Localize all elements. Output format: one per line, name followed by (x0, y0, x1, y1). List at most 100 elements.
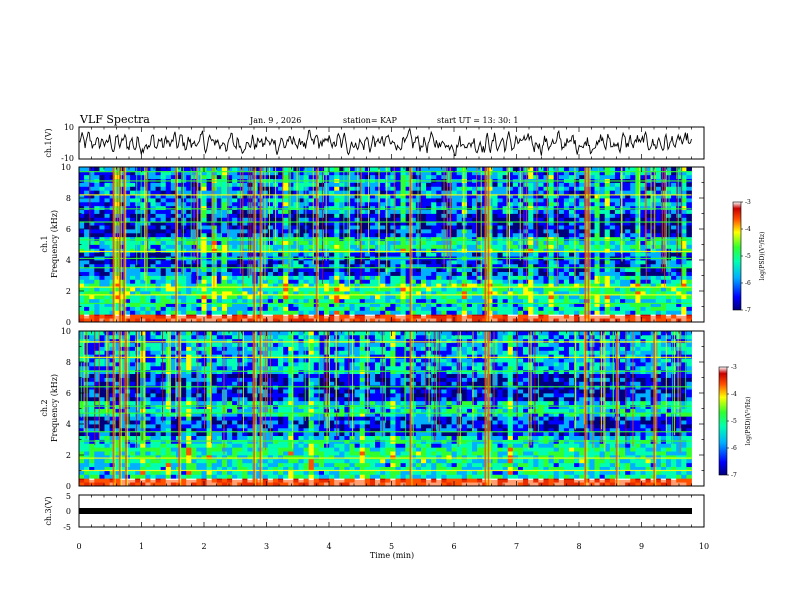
spectrogram-cell (620, 225, 626, 230)
spectrogram-cell (528, 271, 534, 276)
spectrogram-cell (436, 302, 442, 307)
spectrogram-cell (216, 201, 223, 207)
spectrogram-cell (589, 209, 595, 214)
spectrogram-cell (625, 167, 631, 172)
spectrogram-cell (119, 190, 126, 195)
spectrogram-cell (242, 167, 248, 172)
spectrogram-cell (135, 194, 141, 199)
spectrogram-cell (553, 240, 560, 245)
spectrogram-cell (502, 221, 509, 226)
spectrogram-cell (574, 167, 580, 172)
spectrogram-cell (436, 190, 442, 195)
spectrogram-cell (369, 213, 376, 218)
spectrogram-cell (247, 190, 253, 195)
spectrogram-cell (538, 174, 544, 180)
spectrogram-cell (298, 174, 304, 180)
spectrogram-cell (538, 267, 544, 273)
spectrogram-cell (523, 229, 529, 234)
spectrogram-cell (426, 194, 432, 199)
spectrogram-cell (385, 217, 391, 222)
spectrogram-cell (79, 186, 85, 191)
spectrogram-cell (604, 291, 611, 296)
spectrogram-cell (344, 170, 350, 176)
spectrogram-cell (420, 275, 427, 280)
spectrogram-cell (451, 213, 458, 218)
spectrogram-cell (278, 194, 284, 199)
spectrogram-cell (130, 225, 136, 230)
spectrogram-cell (140, 279, 146, 284)
spectrogram-cell (221, 240, 228, 245)
spectrogram-cell (130, 283, 136, 288)
spectrogram-cell (89, 260, 95, 265)
spectrogram-cell (293, 174, 299, 180)
spectrogram-cell (553, 263, 560, 269)
spectrogram-cell (630, 232, 636, 238)
spectrogram-cell (364, 248, 371, 253)
spectrogram-cell (298, 275, 304, 280)
spectrogram-cell (104, 182, 111, 187)
spectrogram-cell (594, 174, 601, 180)
spectrogram-cell (502, 229, 509, 234)
spectrogram-cell (196, 194, 202, 199)
spectrogram-cell (267, 275, 274, 280)
spectrogram-cell (359, 194, 366, 199)
spectrogram-cell (477, 252, 483, 257)
spectrogram-cell (79, 294, 85, 300)
spectrogram-cell (140, 182, 146, 187)
spectrogram-cell (492, 271, 498, 276)
spectrogram-cell (170, 194, 177, 199)
spectrogram-cell (145, 287, 151, 292)
spectrogram-cell (420, 240, 427, 245)
spectrogram-cell (671, 174, 677, 180)
spectrogram-cell (645, 186, 652, 191)
spectrogram-cell (196, 201, 202, 207)
spectrogram-cell (395, 279, 401, 284)
spectrogram-cell (221, 244, 228, 249)
spectrogram-cell (446, 291, 452, 296)
spectrogram-cell (247, 306, 253, 311)
spectrogram-cell (140, 244, 146, 249)
spectrogram-cell (599, 260, 606, 265)
spectrogram-cell (278, 229, 284, 234)
spectrogram-cell (364, 263, 371, 269)
spectrogram-cell (451, 229, 458, 234)
spectrogram-cell (686, 252, 692, 257)
spectrogram-cell (502, 271, 509, 276)
spectrogram-cell (650, 170, 657, 176)
spectrogram-cell (135, 229, 141, 234)
spectrogram-cell (140, 294, 146, 300)
spectrogram-cell (201, 306, 207, 311)
spectrogram-streak (181, 167, 183, 275)
spectrogram-cell (574, 310, 580, 315)
spectrogram-cell (405, 232, 412, 238)
spectrogram-cell (104, 291, 111, 296)
spectrogram-cell (410, 217, 417, 222)
spectrogram-cell (232, 283, 238, 288)
spectrogram-cell (175, 279, 182, 284)
spectrogram-cell (569, 306, 575, 311)
spectrogram-cell (548, 236, 555, 242)
spectrogram-cell (426, 190, 432, 195)
spectrogram-cell (431, 306, 437, 311)
spectrogram-cell (472, 236, 478, 242)
spectrogram-cell (528, 229, 534, 234)
spectrogram-cell (211, 229, 218, 234)
spectrogram-cell (655, 213, 662, 218)
spectrogram-cell (671, 298, 677, 304)
spectrogram-cell (451, 271, 458, 276)
spectrogram-cell (599, 182, 606, 187)
spectrogram-cell (574, 229, 580, 234)
spectrogram-cell (405, 198, 412, 203)
spectrogram-cell (472, 260, 478, 265)
spectrogram-cell (436, 291, 442, 296)
spectrogram-cell (206, 190, 213, 195)
spectrogram-cell (507, 294, 514, 300)
spectrogram-cell (135, 302, 141, 307)
spectrogram-cell (186, 279, 192, 284)
spectrogram-cell (451, 182, 458, 187)
spectrogram-cell (324, 198, 330, 203)
spectrogram-cell (84, 283, 90, 288)
spectrogram-cell (170, 232, 177, 238)
spectrogram-cell (604, 209, 611, 214)
spectrogram-cell (380, 291, 386, 296)
